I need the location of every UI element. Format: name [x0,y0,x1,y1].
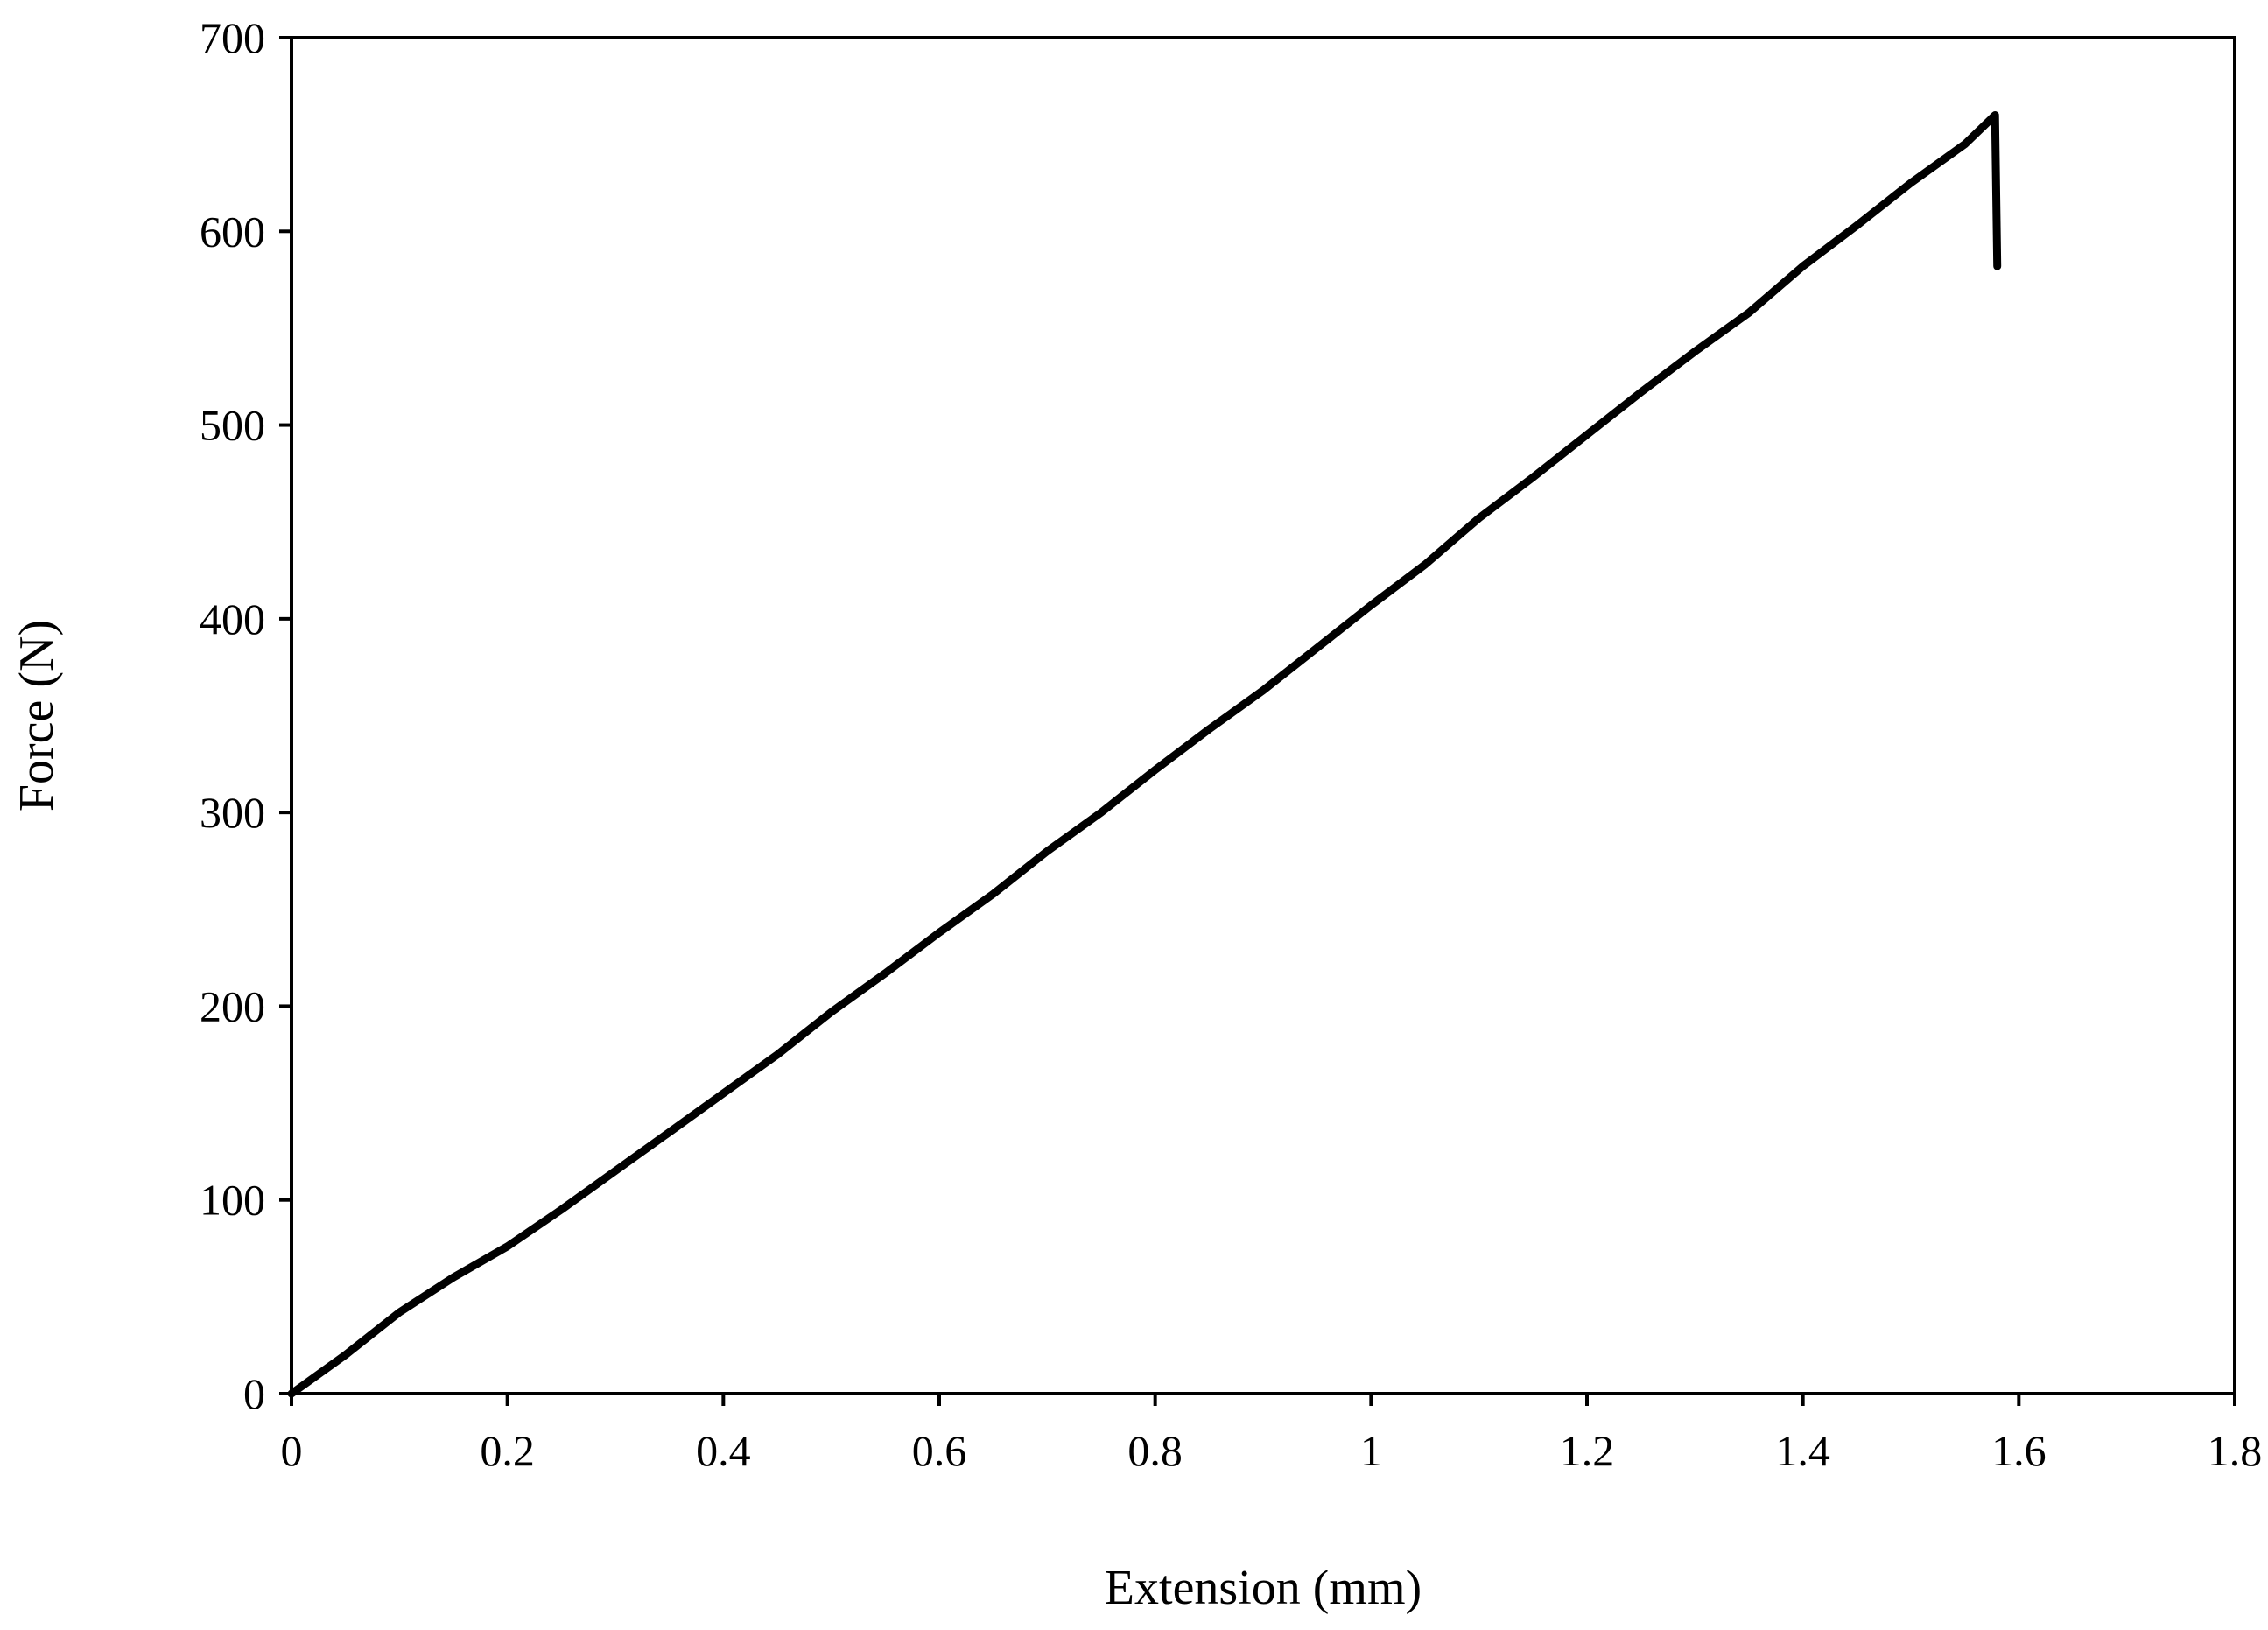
force-extension-series-line [287,111,2002,1398]
x-tick-label: 0.6 [912,1426,967,1475]
x-axis: 0 0.2 0.4 0.6 0.8 1 1.2 1.4 1.6 1.8 [281,1394,2263,1475]
x-tick-label: 0.2 [480,1426,535,1475]
x-tick-label: 0.8 [1127,1426,1183,1475]
y-tick-label: 400 [200,594,265,643]
x-tick-label: 0.4 [696,1426,751,1475]
x-tick-label: 1.8 [2208,1426,2263,1475]
x-tick-label: 1 [1360,1426,1382,1475]
y-axis: 0 100 200 300 400 500 600 700 [200,13,291,1418]
x-tick-label: 1.4 [1775,1426,1830,1475]
y-tick-label: 0 [243,1369,265,1418]
y-tick-label: 300 [200,788,265,837]
plot-area-frame [290,36,2236,1395]
x-tick-label: 1.2 [1560,1426,1615,1475]
x-tick-label: 1.6 [1991,1426,2047,1475]
y-axis-title: Force (N) [10,620,64,811]
y-tick-label: 700 [200,13,265,62]
x-axis-title: Extension (mm) [1105,1561,1422,1615]
y-tick-label: 100 [200,1176,265,1225]
y-tick-label: 200 [200,981,265,1030]
y-tick-label: 600 [200,207,265,256]
x-tick-label: 0 [281,1426,303,1475]
y-tick-label: 500 [200,401,265,450]
